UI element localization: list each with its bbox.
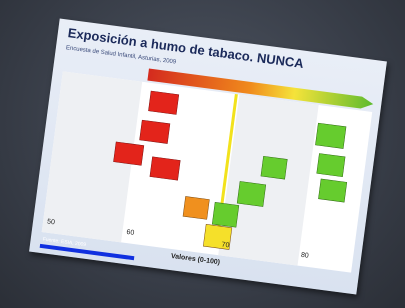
callout [183, 196, 209, 219]
slide-content: Exposición a humo de tabaco. NUNCA Encue… [29, 18, 387, 294]
callout [315, 123, 346, 148]
footer-bar [40, 244, 135, 260]
callout [237, 181, 266, 206]
slide: Exposición a humo de tabaco. NUNCA Encue… [29, 18, 387, 294]
callout [317, 154, 345, 177]
callout [114, 142, 144, 165]
tick-label: 70 [221, 241, 230, 249]
tick-label: 80 [300, 252, 309, 260]
callout [318, 179, 346, 202]
axis-label: Valores (0-100) [170, 253, 220, 266]
callout [212, 202, 239, 227]
callout [140, 120, 170, 143]
callout [261, 156, 287, 179]
title: Exposición a humo de tabaco. NUNCA [67, 25, 305, 71]
screen: Exposición a humo de tabaco. NUNCA Encue… [0, 0, 405, 308]
callout [148, 91, 178, 114]
tick-label: 50 [47, 218, 56, 226]
tick-label: 60 [126, 229, 135, 237]
callout [150, 157, 180, 180]
